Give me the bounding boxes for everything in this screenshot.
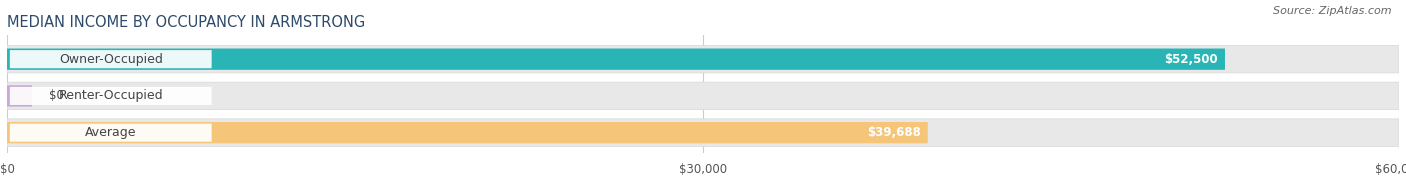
FancyBboxPatch shape xyxy=(7,82,1399,110)
FancyBboxPatch shape xyxy=(7,85,32,107)
Text: $0: $0 xyxy=(49,89,63,103)
Text: $52,500: $52,500 xyxy=(1164,53,1218,66)
FancyBboxPatch shape xyxy=(10,50,212,68)
FancyBboxPatch shape xyxy=(7,49,1225,70)
Text: Owner-Occupied: Owner-Occupied xyxy=(59,53,163,66)
Text: Source: ZipAtlas.com: Source: ZipAtlas.com xyxy=(1274,6,1392,16)
Text: Renter-Occupied: Renter-Occupied xyxy=(59,89,163,103)
FancyBboxPatch shape xyxy=(7,45,1399,73)
FancyBboxPatch shape xyxy=(10,87,212,105)
Text: MEDIAN INCOME BY OCCUPANCY IN ARMSTRONG: MEDIAN INCOME BY OCCUPANCY IN ARMSTRONG xyxy=(7,15,366,30)
FancyBboxPatch shape xyxy=(10,124,212,142)
FancyBboxPatch shape xyxy=(7,122,928,143)
Text: Average: Average xyxy=(84,126,136,139)
FancyBboxPatch shape xyxy=(7,119,1399,146)
Text: $39,688: $39,688 xyxy=(868,126,921,139)
